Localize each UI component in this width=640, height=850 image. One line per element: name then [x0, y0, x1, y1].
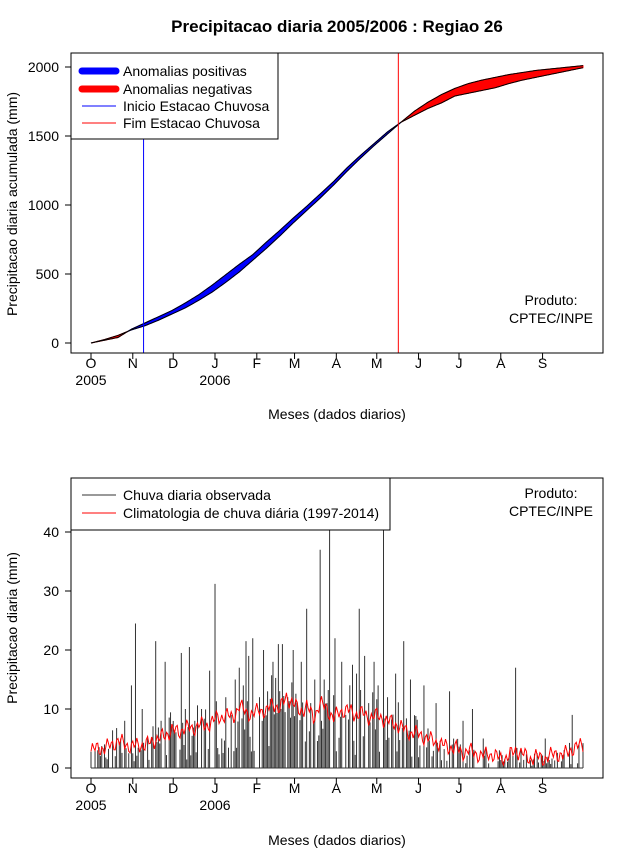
- chart1-xtick-label: M: [289, 355, 301, 371]
- chart1-ylabel: Precipitacao diaria acumulada (mm): [4, 92, 20, 316]
- chart1-year-label: 2006: [199, 372, 230, 388]
- chart1-annotation-line2: CPTEC/INPE: [509, 310, 593, 326]
- chart1-xtick-label: M: [371, 355, 383, 371]
- chart2-annotation-line2: CPTEC/INPE: [509, 503, 593, 519]
- chart2-year-label: 2005: [75, 797, 106, 813]
- chart2-xtick-label: N: [128, 780, 138, 796]
- chart2-annotation-line1: Produto:: [525, 485, 578, 501]
- chart2-ytick-label: 10: [43, 701, 59, 717]
- chart2-ytick-label: 30: [43, 583, 59, 599]
- chart2-xlabel: Meses (dados diarios): [268, 832, 406, 848]
- climatology-cumulative-line: [90, 65, 584, 344]
- chart2-xtick-label: F: [253, 780, 262, 796]
- chart1-ytick-label: 1500: [28, 128, 59, 144]
- chart2-xtick-label: J: [455, 780, 462, 796]
- chart2-ytick-label: 20: [43, 642, 59, 658]
- legend-label-end: Fim Estacao Chuvosa: [123, 115, 260, 131]
- chart2-xtick-label: O: [86, 780, 97, 796]
- legend-label-start: Inicio Estacao Chuvosa: [123, 98, 270, 114]
- legend-label-positive: Anomalias positivas: [123, 63, 247, 79]
- chart1-xlabel: Meses (dados diarios): [268, 406, 406, 422]
- chart2-xtick-label: J: [415, 780, 422, 796]
- chart2-ytick-label: 0: [51, 760, 59, 776]
- chart1-legend: Anomalias positivas Anomalias negativas …: [70, 52, 279, 140]
- chart1-annotation-line1: Produto:: [525, 292, 578, 308]
- climatology-daily-line: [90, 692, 584, 767]
- chart1-xtick-label: F: [253, 355, 262, 371]
- chart2-year-label: 2006: [199, 797, 230, 813]
- chart1-title: Precipitacao diaria 2005/2006 : Regiao 2…: [171, 17, 503, 36]
- chart1-xtick-label: J: [415, 355, 422, 371]
- legend-label-observed: Chuva diaria observada: [123, 487, 271, 503]
- chart1-ytick-label: 2000: [28, 59, 59, 75]
- chart1-ytick-label: 500: [36, 266, 60, 282]
- chart1-plot-area: [90, 53, 584, 353]
- chart1-xtick-label: S: [538, 355, 547, 371]
- chart2-ylabel: Precipitacao diaria (mm): [4, 552, 20, 704]
- chart1-year-label: 2005: [75, 372, 106, 388]
- chart1-xtick-label: J: [212, 355, 219, 371]
- chart2-xtick-label: A: [332, 780, 342, 796]
- chart2-xtick-label: J: [212, 780, 219, 796]
- chart2-xtick-label: M: [371, 780, 383, 796]
- chart2-xtick-label: A: [496, 780, 506, 796]
- observed-cumulative-line: [90, 67, 584, 344]
- chart2-legend: Chuva diaria observada Climatologia de c…: [70, 477, 391, 531]
- chart1-xtick-label: J: [455, 355, 462, 371]
- chart1-xtick-label: O: [86, 355, 97, 371]
- chart1-legend-box: [70, 52, 279, 140]
- chart1-xtick-label: A: [332, 355, 342, 371]
- chart1-axes: 0 500 1000 1500 2000 O N D J F M A M J J A S 2005 2006: [28, 59, 547, 388]
- chart1-xtick-label: N: [128, 355, 138, 371]
- chart1-xtick-label: D: [168, 355, 178, 371]
- chart2-xtick-label: M: [289, 780, 301, 796]
- chart1-frame: [70, 52, 604, 354]
- chart1-ytick-label: 1000: [28, 197, 59, 213]
- chart1-xtick-label: A: [496, 355, 506, 371]
- legend-label-climatology: Climatologia de chuva diária (1997-2014): [123, 505, 379, 521]
- chart2-xtick-label: S: [538, 780, 547, 796]
- chart2-plot-area: [90, 502, 584, 769]
- chart2-ytick-label: 40: [43, 524, 59, 540]
- legend-label-negative: Anomalias negativas: [123, 81, 252, 97]
- chart1-ytick-label: 0: [51, 335, 59, 351]
- chart2-legend-box: [70, 477, 391, 531]
- chart2-axes: 0 10 20 30 40 O N D J F M A M J J A S 2005 2006: [43, 524, 547, 813]
- positive-anomaly-area: [126, 121, 402, 333]
- observed-daily-bars: [90, 502, 584, 768]
- chart2-xtick-label: D: [168, 780, 178, 796]
